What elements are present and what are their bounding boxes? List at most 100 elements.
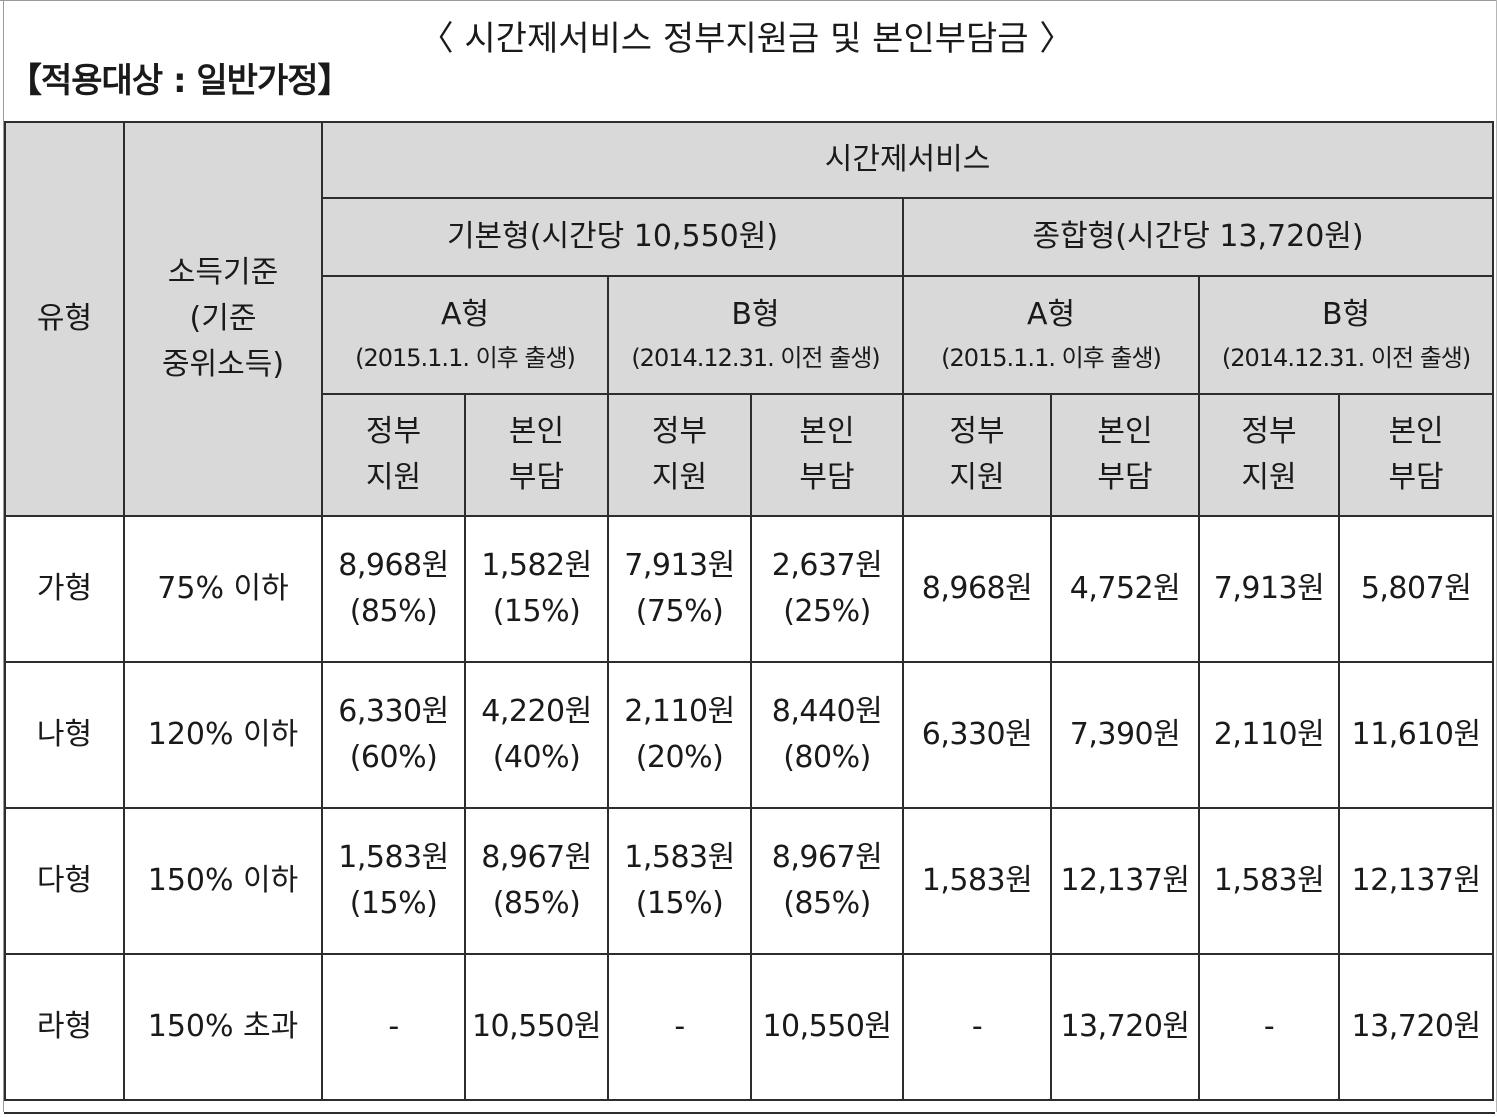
amount-value: 6,330원 bbox=[338, 694, 449, 729]
amount-cell: 10,550원 bbox=[750, 953, 904, 1101]
table-row: 다형 150% 이하 1,583원 (15%) 8,967원 (85%) 1,583원 (15… bbox=[4, 807, 1495, 955]
amount-percent: (15%) bbox=[635, 886, 724, 921]
table-row: 나형 120% 이하 6,330원 (60%) 4,220원 (40%) 2,110원 (20… bbox=[4, 661, 1495, 809]
header-col: 정부 지원 bbox=[321, 393, 466, 517]
header-plan-comprehensive: 종합형(시간당 13,720원) bbox=[901, 197, 1495, 277]
amount-cell: 2,110원 bbox=[1198, 661, 1340, 809]
amount-value: - bbox=[674, 1009, 685, 1044]
page-frame-top bbox=[0, 0, 1496, 1]
amount-value: 13,720원 bbox=[1351, 1009, 1482, 1044]
amount-cell: 6,330원 (60%) bbox=[321, 661, 466, 809]
header-plan-basic: 기본형(시간당 10,550원) bbox=[321, 197, 904, 277]
document-title: 〈 시간제서비스 정부지원금 및 본인부담금 〉 bbox=[0, 16, 1499, 62]
amount-cell: 8,968원 bbox=[902, 515, 1052, 663]
amount-value: 7,913원 bbox=[1213, 571, 1325, 606]
amount-value: 1,583원 bbox=[338, 840, 449, 875]
document-subtitle: 【적용대상 : 일반가정】 bbox=[8, 61, 352, 101]
amount-value: 5,807원 bbox=[1360, 571, 1472, 606]
amount-value: 1,583원 bbox=[624, 840, 735, 875]
header-row-columns: 정부 지원 본인 부담 정부 지원 본인 부담 정부 지원 본인 부담 정부 지원 본인 부담 bbox=[5, 393, 1495, 517]
header-group: B형 (2014.12.31. 이전 출생) bbox=[1197, 275, 1495, 395]
header-col: 정부 지원 bbox=[902, 393, 1052, 517]
amount-percent: (60%) bbox=[349, 740, 438, 775]
header-col: 본인 부담 bbox=[750, 393, 904, 517]
amount-cell: 1,583원 (15%) bbox=[321, 807, 466, 955]
amount-value: 11,610원 bbox=[1351, 717, 1482, 752]
header-col: 정부 지원 bbox=[1198, 393, 1340, 517]
amount-cell: 1,583원 bbox=[902, 807, 1052, 955]
amount-value: 12,137원 bbox=[1060, 863, 1190, 898]
amount-value: 2,110원 bbox=[624, 694, 735, 729]
amount-percent: (40%) bbox=[492, 740, 581, 775]
amount-value: 1,583원 bbox=[921, 863, 1033, 898]
amount-cell: 12,137원 bbox=[1050, 807, 1200, 955]
amount-value: 1,583원 bbox=[1213, 863, 1325, 898]
amount-percent: (85%) bbox=[783, 886, 871, 921]
amount-value: - bbox=[388, 1009, 399, 1044]
amount-value: 1,582원 bbox=[481, 548, 592, 583]
table-bottom-rule bbox=[4, 1112, 1495, 1114]
amount-value: 2,110원 bbox=[1213, 717, 1325, 752]
table-row: 라형 150% 초과 - 10,550원 - 10,550원 - 13,720원 - 13,720… bbox=[4, 953, 1495, 1101]
amount-value: 7,390원 bbox=[1069, 717, 1181, 752]
page-frame-left bbox=[3, 0, 4, 1112]
header-col: 본인 부담 bbox=[1050, 393, 1200, 517]
amount-value: 2,637원 bbox=[771, 548, 883, 583]
amount-cell: 8,440원 (80%) bbox=[750, 661, 904, 809]
amount-value: 13,720원 bbox=[1060, 1009, 1190, 1044]
amount-cell: 1,583원 (15%) bbox=[607, 807, 752, 955]
amount-cell: 1,582원 (15%) bbox=[464, 515, 609, 663]
amount-value: 4,752원 bbox=[1069, 571, 1181, 606]
amount-cell: 1,583원 bbox=[1198, 807, 1340, 955]
row-income-cell: 120% 이하 bbox=[123, 661, 323, 809]
header-type: 유형 bbox=[4, 121, 125, 517]
amount-percent: (20%) bbox=[635, 740, 724, 775]
header-income: 소득기준 (기준 중위소득) bbox=[123, 121, 323, 517]
fee-table-body: 가형 75% 이하 8,968원 (85%) 1,582원 (15%) 7,913원 (75%… bbox=[4, 515, 1495, 1101]
amount-cell: 4,752원 bbox=[1050, 515, 1200, 663]
amount-cell: 12,137원 bbox=[1337, 807, 1495, 955]
amount-value: - bbox=[1263, 1009, 1275, 1044]
amount-cell: 13,720원 bbox=[1337, 953, 1495, 1101]
row-type-cell: 가형 bbox=[4, 515, 125, 663]
header-service: 시간제서비스 bbox=[320, 121, 1495, 199]
amount-percent: (75%) bbox=[635, 594, 724, 629]
amount-cell: 2,637원 (25%) bbox=[750, 515, 904, 663]
amount-value: 10,550원 bbox=[762, 1009, 892, 1044]
row-income-cell: 150% 이하 bbox=[123, 807, 323, 955]
header-group: A형 (2015.1.1. 이후 출생) bbox=[902, 275, 1200, 395]
amount-cell: 8,967원 (85%) bbox=[464, 807, 609, 955]
amount-cell: 7,390원 bbox=[1050, 661, 1200, 809]
amount-cell: 2,110원 (20%) bbox=[607, 661, 752, 809]
amount-cell: 5,807원 bbox=[1337, 515, 1495, 663]
amount-percent: (80%) bbox=[783, 740, 871, 775]
document-title-text: 〈 시간제서비스 정부지원금 및 본인부담금 〉 bbox=[419, 19, 1074, 59]
amount-value: 8,968원 bbox=[921, 571, 1033, 606]
amount-value: 10,550원 bbox=[471, 1009, 602, 1044]
amount-value: 8,968원 bbox=[338, 548, 449, 583]
header-group: B형 (2014.12.31. 이전 출생) bbox=[607, 275, 904, 395]
amount-percent: (85%) bbox=[349, 594, 438, 629]
amount-value: 6,330원 bbox=[921, 717, 1033, 752]
row-type-cell: 다형 bbox=[4, 807, 125, 955]
header-col: 정부 지원 bbox=[607, 393, 752, 517]
amount-percent: (15%) bbox=[492, 594, 581, 629]
amount-cell: 11,610원 bbox=[1337, 661, 1495, 809]
amount-cell: 7,913원 bbox=[1198, 515, 1340, 663]
amount-cell: - bbox=[321, 953, 466, 1101]
row-type-cell: 나형 bbox=[4, 661, 125, 809]
amount-cell: - bbox=[607, 953, 752, 1101]
row-type-cell: 라형 bbox=[4, 953, 125, 1101]
amount-cell: 8,967원 (85%) bbox=[750, 807, 904, 955]
header-group: A형 (2015.1.1. 이후 출생) bbox=[321, 275, 609, 395]
amount-cell: - bbox=[902, 953, 1052, 1101]
amount-cell: 6,330원 bbox=[902, 661, 1052, 809]
amount-percent: (85%) bbox=[492, 886, 581, 921]
page-frame-right bbox=[1496, 0, 1497, 1112]
amount-value: 4,220원 bbox=[481, 694, 592, 729]
header-row-plans: 기본형(시간당 10,550원) 종합형(시간당 13,720원) bbox=[5, 197, 1495, 277]
amount-value: 8,967원 bbox=[481, 840, 592, 875]
header-row-service: 유형 소득기준 (기준 중위소득) 시간제서비스 bbox=[4, 121, 1495, 517]
amount-cell: - bbox=[1198, 953, 1340, 1101]
amount-cell: 4,220원 (40%) bbox=[464, 661, 609, 809]
